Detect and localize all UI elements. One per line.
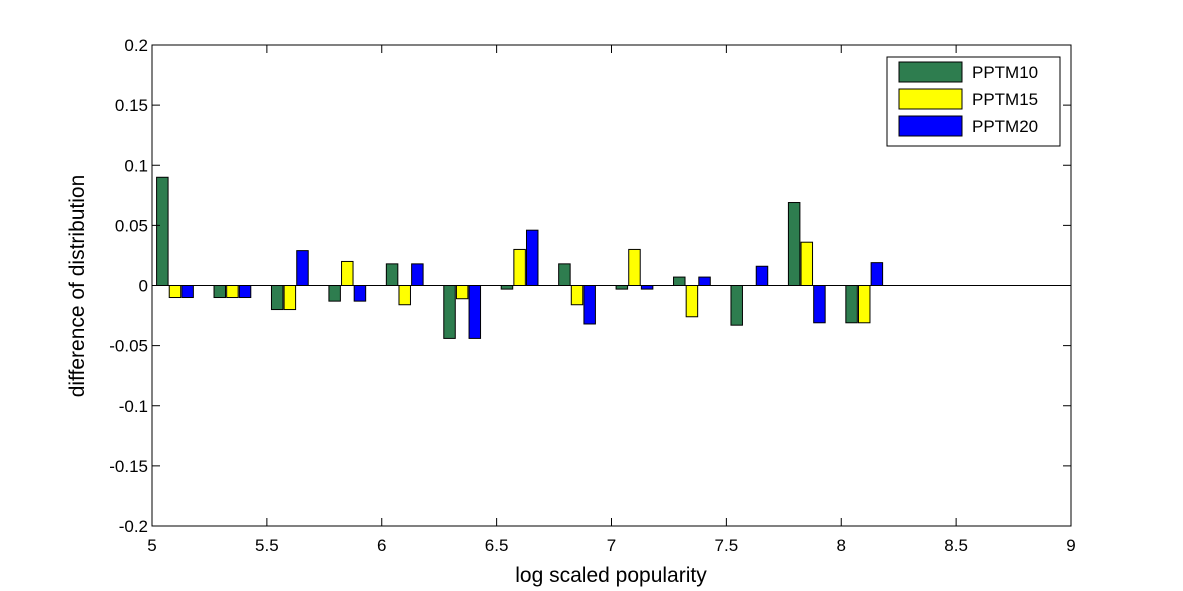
bar-pptm10-9 [673,276,686,286]
legend-swatch-pptm20 [898,115,963,137]
bar-pptm10-0 [156,176,169,287]
bar-pptm20-3 [353,285,367,302]
legend-label-pptm15: PPTM15 [972,90,1038,109]
bar-pptm15-1 [226,285,239,299]
x-tick-label: 7.5 [715,536,739,555]
bar-pptm20-7 [583,285,596,325]
legend-swatch-pptm10 [898,61,963,83]
y-tick-label: -0.2 [119,517,148,536]
bar-pptm15-0 [168,285,182,299]
x-axis: 5 5.5 6 6.5 7 7.5 8 8.5 9 [147,45,1076,555]
bar-pptm10-4 [385,263,399,286]
bar-pptm20-10 [755,265,769,287]
bar-pptm20-1 [238,285,252,299]
bar-pptm20-5 [468,285,482,339]
bar-pptm15-11 [800,241,814,287]
bar-pptm15-4 [398,285,411,306]
bar-pptm20-9 [698,276,711,286]
bar-pptm15-5 [455,285,469,300]
bar-pptm15-8 [628,248,641,286]
bar-pptm20-12 [870,262,884,286]
x-tick-label: 5 [147,536,156,555]
bar-pptm20-11 [813,285,826,324]
y-tick-label: 0.1 [124,156,148,175]
legend-label-pptm20: PPTM20 [972,117,1038,136]
y-tick-label: 0 [139,277,148,296]
bar-pptm15-7 [570,285,584,306]
y-tick-label: 0.15 [115,96,148,115]
bar-pptm10-12 [845,285,858,324]
bar-pptm20-4 [411,263,424,286]
y-tick-label: -0.15 [109,457,148,476]
x-tick-label: 8 [837,536,846,555]
bar-pptm10-2 [270,285,284,311]
bar-pptm10-10 [730,285,743,326]
x-tick-label: 7 [607,536,616,555]
bar-pptm10-7 [558,263,571,286]
bar-pptm15-6 [513,248,526,286]
y-tick-label: -0.05 [109,337,148,356]
bar-pptm10-3 [328,285,341,302]
y-tick-label: 0.2 [124,36,148,55]
bar-pptm15-2 [283,285,297,311]
y-axis-title: difference of distribution [66,175,89,398]
legend-swatch-pptm15 [898,88,963,110]
y-axis: 0.2 0.15 0.1 0.05 0 -0.05 -0.1 -0.15 -0.2 [109,36,1071,536]
bar-pptm20-8 [640,285,654,290]
bar-pptm10-8 [615,285,629,290]
x-axis-title: log scaled popularity [515,564,707,587]
bar-pptm20-0 [181,285,194,299]
x-tick-label: 8.5 [944,536,968,555]
bar-pptm15-3 [341,260,354,287]
bar-pptm20-2 [296,250,309,287]
x-tick-label: 6.5 [485,536,509,555]
x-tick-label: 9 [1066,536,1075,555]
bar-pptm10-6 [500,285,514,290]
legend-label-pptm10: PPTM10 [972,63,1038,82]
bar-pptm10-11 [787,202,801,286]
x-tick-label: 6 [377,536,386,555]
bar-pptm15-9 [685,285,699,318]
y-tick-label: -0.1 [119,397,148,416]
bar-pptm20-6 [525,229,539,287]
legend: PPTM10 PPTM15 PPTM20 [886,56,1061,147]
bar-pptm10-1 [213,285,227,299]
bar-pptm15-12 [857,285,871,324]
x-tick-label: 5.5 [255,536,279,555]
bar-pptm10-5 [443,285,456,339]
y-tick-label: 0.05 [115,216,148,235]
